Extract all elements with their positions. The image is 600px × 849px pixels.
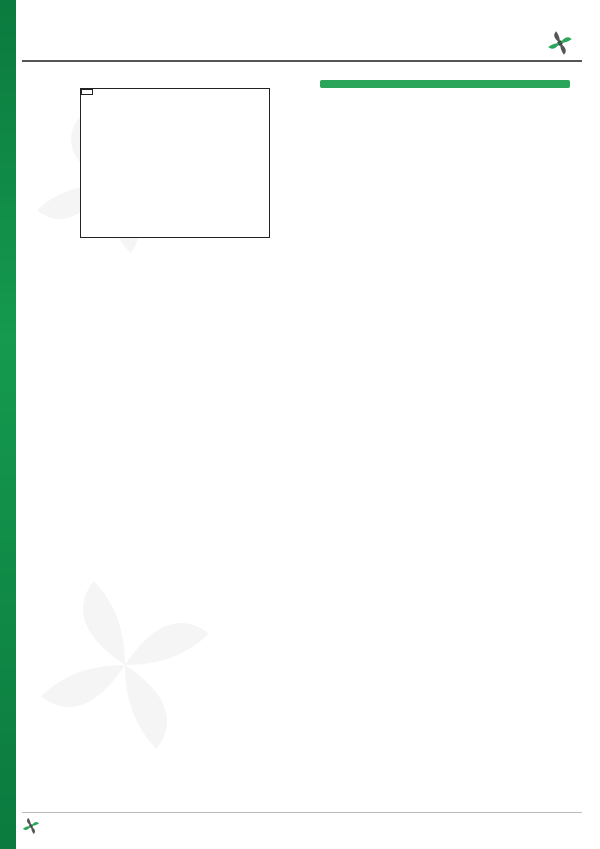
chart-series-label <box>81 89 93 95</box>
performance-chart <box>35 80 285 280</box>
chart-plot-area <box>80 88 270 238</box>
duct-svg <box>55 340 555 560</box>
accessories-header <box>320 80 570 88</box>
watermark-fan-2 <box>20 560 230 770</box>
fan-icon <box>22 817 40 835</box>
page-footer <box>22 812 582 835</box>
installation-diagram <box>55 340 555 560</box>
side-strip <box>0 0 16 849</box>
chart-curve <box>81 89 271 239</box>
accessories-panel <box>320 80 570 100</box>
fan-icon <box>547 30 573 56</box>
page-header <box>22 30 582 62</box>
brand-logo <box>547 30 582 56</box>
footer-logo <box>22 817 44 835</box>
